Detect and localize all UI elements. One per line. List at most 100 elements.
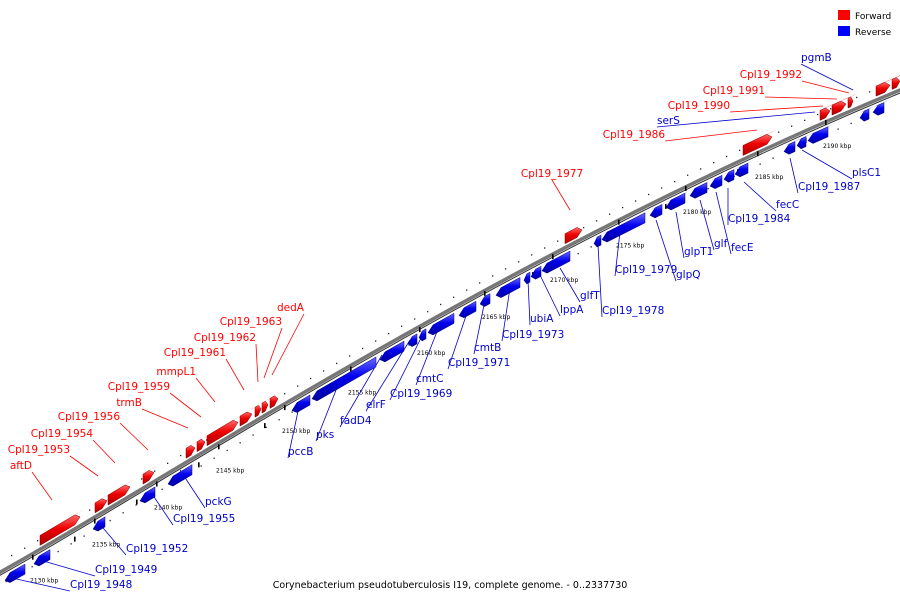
reverse-gene-arrow[interactable] <box>479 290 495 307</box>
gene-label[interactable]: Cpl19_1973 <box>502 329 564 341</box>
gene-label[interactable]: Cpl19_1948 <box>70 579 132 591</box>
gene-label[interactable]: serS <box>657 115 680 127</box>
reverse-gene-arrow[interactable] <box>458 298 481 319</box>
reverse-gene-arrow[interactable] <box>167 461 197 487</box>
reverse-gene-arrow[interactable] <box>418 326 431 342</box>
gene-label[interactable]: pckG <box>205 496 232 508</box>
gene-label[interactable]: Cpl19_1953 <box>8 444 70 456</box>
gene-label[interactable]: ubiA <box>530 313 554 325</box>
reverse-gene-arrow[interactable] <box>33 546 55 567</box>
gene-label[interactable]: Cpl19_1956 <box>58 411 121 423</box>
reverse-gene-arrow[interactable] <box>4 561 30 583</box>
gene-label[interactable]: Cpl19_1961 <box>164 347 226 359</box>
gene-label[interactable]: Cpl19_1959 <box>108 381 170 393</box>
scale-tick-mark <box>665 203 667 209</box>
reverse-gene-arrow[interactable] <box>723 166 739 183</box>
gene-label[interactable]: glpQ <box>676 269 701 281</box>
reverse-gene-arrow[interactable] <box>649 201 667 219</box>
gene-label[interactable]: glpT1 <box>684 246 713 258</box>
gene-label[interactable]: pccB <box>288 446 313 458</box>
reverse-gene-arrow[interactable] <box>92 514 110 532</box>
forward-gene-arrow[interactable] <box>269 390 283 409</box>
forward-gene-arrow[interactable] <box>239 406 257 427</box>
gene-label[interactable]: trmB <box>116 397 142 409</box>
reverse-gene-arrow[interactable] <box>689 179 712 199</box>
forward-gene-arrow[interactable] <box>875 77 895 97</box>
reverse-gene-arrow[interactable] <box>523 269 535 285</box>
gene-label[interactable]: Cpl19_1986 <box>603 129 666 141</box>
gene-label[interactable]: fadD4 <box>340 415 372 427</box>
reverse-gene-arrow[interactable] <box>311 354 381 402</box>
reverse-gene-arrow[interactable] <box>734 160 753 178</box>
gene-label[interactable]: aftD <box>10 460 32 472</box>
gene-label[interactable]: Cpl19_1971 <box>448 357 510 369</box>
reverse-gene-arrow[interactable] <box>872 99 889 116</box>
gene-label[interactable]: Cpl19_1955 <box>173 513 235 525</box>
gene-label[interactable]: dedA <box>277 302 305 314</box>
reverse-gene-arrow[interactable] <box>291 392 315 413</box>
gene-label[interactable]: fecC <box>776 199 799 211</box>
gene-label[interactable]: glfT <box>580 290 600 302</box>
gene-label[interactable]: Cpl19_1978 <box>602 305 664 317</box>
gene-label[interactable]: plsC1 <box>852 167 881 179</box>
reverse-gene-arrow[interactable] <box>859 106 874 122</box>
reverse-gene-arrow[interactable] <box>541 248 575 274</box>
reverse-gene-arrow[interactable] <box>709 172 727 189</box>
gene-label[interactable]: Cpl19_1949 <box>95 564 157 576</box>
gene-label[interactable]: Cpl19_1952 <box>126 543 188 555</box>
leader-line <box>675 211 685 259</box>
reverse-gene-arrow[interactable] <box>796 133 811 150</box>
forward-gene-arrow[interactable] <box>831 96 851 116</box>
reverse-gene-arrow[interactable] <box>379 338 409 363</box>
forward-gene-arrow[interactable] <box>206 414 243 447</box>
forward-gene-arrow[interactable] <box>819 103 835 121</box>
forward-gene-arrow[interactable] <box>107 479 135 506</box>
legend-forward-swatch <box>838 10 850 20</box>
forward-gene-arrow[interactable] <box>564 222 587 245</box>
leader-line <box>119 422 149 451</box>
forward-gene-arrow[interactable] <box>185 440 200 459</box>
gene-label[interactable]: lppA <box>560 304 584 316</box>
gene-label[interactable]: cmtC <box>416 373 443 385</box>
reverse-gene-arrow[interactable] <box>427 310 459 336</box>
scale-tick-mark <box>264 423 266 429</box>
gene-label[interactable]: Cpl19_1987 <box>798 181 860 193</box>
gene-label[interactable]: Cpl19_1991 <box>703 85 765 97</box>
gene-label[interactable]: Cpl19_1992 <box>740 69 802 81</box>
gene-label[interactable]: elrF <box>366 399 386 411</box>
gene-label[interactable]: cmtB <box>474 342 501 354</box>
scale-tick-mark <box>419 327 421 333</box>
gene-label[interactable]: Cpl19_1954 <box>31 428 94 440</box>
reverse-gene-arrow[interactable] <box>593 232 606 248</box>
gene-label[interactable]: fecE <box>731 242 754 254</box>
gene-label[interactable]: Cpl19_1977 <box>521 168 583 180</box>
leader-line <box>11 577 71 592</box>
forward-gene-arrow[interactable] <box>142 464 159 485</box>
reverse-gene-arrow[interactable] <box>783 138 800 155</box>
forward-gene-arrow[interactable] <box>39 509 85 546</box>
gene-label[interactable]: pgmB <box>801 52 832 64</box>
gene-label[interactable]: mmpL1 <box>156 366 196 378</box>
gene-label[interactable]: Cpl19_1990 <box>668 100 730 112</box>
leader-line <box>801 149 853 180</box>
forward-gene-arrow[interactable] <box>891 73 900 90</box>
reverse-gene-arrow[interactable] <box>665 190 690 211</box>
gene-label[interactable]: Cpl19_1984 <box>728 213 791 225</box>
forward-gene-arrow[interactable] <box>847 93 858 109</box>
reverse-gene-arrow[interactable] <box>407 331 422 347</box>
gene-label[interactable]: pks <box>316 429 334 441</box>
reverse-gene-arrow[interactable] <box>139 484 160 504</box>
scale-tick-label: 2165 kbp <box>482 314 510 321</box>
reverse-gene-arrow[interactable] <box>495 274 525 298</box>
gene-label[interactable]: Cpl19_1969 <box>390 388 452 400</box>
gene-label[interactable]: Cpl19_1963 <box>220 316 282 328</box>
forward-gene-arrow[interactable] <box>742 129 777 156</box>
reverse-gene-arrow[interactable] <box>807 124 833 144</box>
gene-label[interactable]: glf <box>714 238 728 250</box>
gene-label[interactable]: Cpl19_1962 <box>194 332 256 344</box>
reverse-gene-arrow[interactable] <box>601 210 650 243</box>
leader-line <box>263 327 283 379</box>
reverse-gene-arrow[interactable] <box>530 263 546 280</box>
gene-label[interactable]: Cpl19_1979 <box>615 264 677 276</box>
scale-tick-label: 2140 kbp <box>154 505 182 512</box>
